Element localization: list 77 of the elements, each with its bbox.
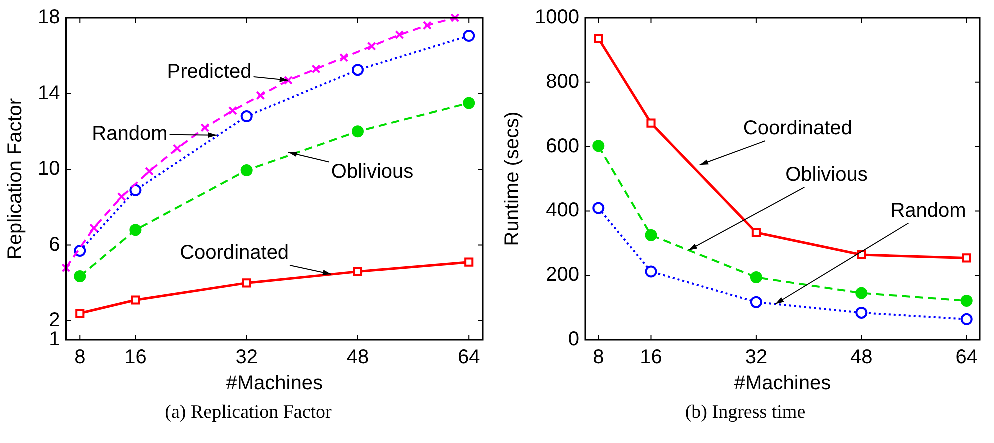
- annotation: Random: [890, 200, 966, 222]
- point: [463, 30, 476, 42]
- x-tick-label: 32: [236, 346, 258, 369]
- point: [594, 34, 604, 44]
- point: [352, 126, 364, 138]
- point: [422, 21, 432, 30]
- point: [962, 254, 972, 263]
- annotation: Coordinated: [180, 242, 290, 264]
- point: [592, 202, 605, 214]
- y-tick-label: 1000: [534, 6, 580, 29]
- point: [395, 30, 404, 40]
- point: [76, 308, 85, 318]
- point: [750, 296, 762, 308]
- point: [645, 229, 658, 242]
- point: [131, 296, 140, 305]
- x-tick-label: 64: [956, 346, 978, 369]
- point: [242, 278, 252, 288]
- point: [856, 287, 868, 300]
- point: [89, 224, 99, 233]
- point: [284, 76, 294, 86]
- y-tick-label: 18: [38, 6, 60, 29]
- y-tick-label: 800: [546, 70, 580, 93]
- point: [592, 140, 605, 152]
- y-tick-label: 400: [546, 200, 580, 222]
- point: [172, 144, 182, 154]
- y-tick-label: 6: [49, 234, 60, 256]
- point: [856, 306, 868, 319]
- point: [752, 228, 761, 238]
- annotation: Coordinated: [743, 118, 852, 140]
- point: [340, 53, 349, 62]
- x-tick-label: 16: [124, 346, 147, 369]
- point: [960, 313, 973, 326]
- y-tick-label: 200: [546, 264, 580, 286]
- point: [960, 295, 973, 308]
- x-axis-title: #Machines: [734, 372, 832, 395]
- y-tick-label: 14: [38, 82, 60, 104]
- x-tick-label: 48: [346, 346, 370, 369]
- point: [646, 118, 656, 128]
- text: (a) Replication Factor: [164, 402, 333, 424]
- annotation: Random: [92, 122, 168, 145]
- annotation: Oblivious: [331, 161, 414, 183]
- point: [353, 267, 363, 276]
- text: (b) Ingress time: [684, 402, 807, 424]
- point: [240, 164, 253, 176]
- y-tick-label: 10: [38, 158, 60, 180]
- point: [367, 42, 376, 51]
- point: [117, 192, 126, 202]
- point: [464, 258, 474, 267]
- x-tick-label: 8: [74, 346, 86, 369]
- point: [240, 110, 253, 122]
- point: [228, 106, 238, 116]
- x-tick-label: 48: [850, 346, 873, 369]
- point: [645, 266, 658, 278]
- x-tick-label: 16: [640, 346, 662, 369]
- point: [750, 272, 762, 284]
- y-axis-title: Runtime (secs): [502, 112, 524, 246]
- x-tick-label: 32: [745, 346, 768, 369]
- point: [200, 123, 210, 132]
- point: [857, 250, 866, 260]
- annotation: Predicted: [167, 61, 252, 84]
- point: [130, 184, 142, 196]
- y-tick-label: 600: [546, 135, 580, 158]
- point: [352, 64, 364, 76]
- point: [463, 97, 476, 110]
- y-tick-label: 0: [568, 328, 580, 351]
- point: [74, 270, 86, 283]
- x-tick-label: 8: [593, 346, 604, 369]
- point: [145, 166, 154, 176]
- point: [62, 263, 71, 273]
- point: [256, 91, 266, 100]
- point: [312, 64, 321, 74]
- x-tick-label: 64: [458, 346, 480, 369]
- point: [450, 13, 460, 23]
- y-axis-title: Replication Factor: [4, 98, 27, 260]
- annotation: Oblivious: [786, 164, 868, 186]
- x-axis-title: #Machines: [226, 372, 323, 395]
- point: [130, 224, 142, 236]
